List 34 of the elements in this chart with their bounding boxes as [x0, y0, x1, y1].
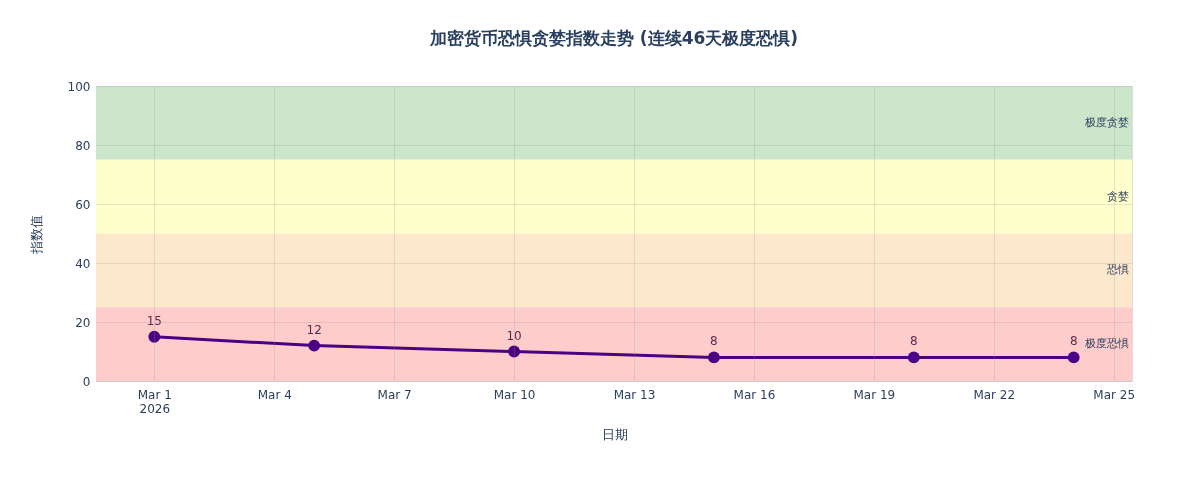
x-axis-title: 日期 [601, 426, 628, 442]
y-tick-label: 20 [75, 315, 91, 330]
band-label: 极度贪婪 [1084, 115, 1129, 129]
y-tick-label: 80 [75, 138, 91, 153]
band-label: 极度恐惧 [1084, 337, 1129, 351]
x-tick-label: Mar 4 [257, 387, 292, 402]
data-label: 15 [146, 313, 162, 328]
x-tick-label: Mar 10 [493, 387, 536, 402]
y-tick-label: 0 [82, 374, 91, 389]
point [708, 351, 720, 364]
data-label: 8 [1069, 334, 1078, 349]
data-label: 8 [710, 334, 718, 349]
point [148, 330, 161, 343]
data-label: 10 [506, 328, 522, 343]
y-tick-label: 60 [75, 197, 91, 212]
x-tick-label: Mar 1 2026 [137, 387, 172, 416]
point [1067, 351, 1080, 364]
chart-title: 加密货币恐惧贪婪指数走势 (连续46天极度恐惧) [428, 28, 799, 48]
x-tick-label: Mar 25 [1093, 387, 1136, 402]
x-tick-label: Mar 7 [377, 387, 412, 402]
y-axis-title: 指数值 [28, 214, 44, 255]
x-tick-label: Mar 13 [613, 387, 656, 402]
y-tick-label: 100 [67, 79, 91, 94]
data-label: 12 [306, 322, 322, 337]
x-tick-label: Mar 16 [733, 387, 776, 402]
x-tick-label: Mar 19 [853, 387, 896, 402]
data-label: 8 [909, 334, 918, 349]
band-label: 恐惧 [1106, 263, 1129, 277]
point [308, 339, 321, 352]
x-tick-label: Mar 22 [973, 387, 1016, 402]
y-tick-label: 40 [75, 256, 91, 271]
band-label: 贪婪 [1107, 189, 1129, 203]
point [508, 345, 520, 358]
point [907, 351, 920, 364]
